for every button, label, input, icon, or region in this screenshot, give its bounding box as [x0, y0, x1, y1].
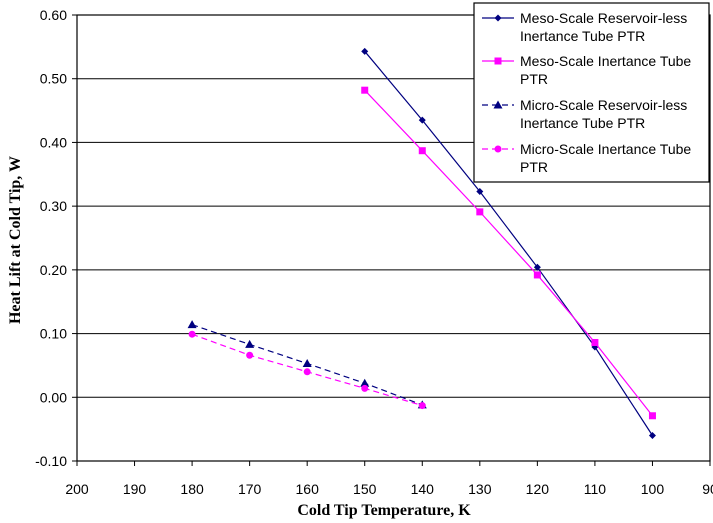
tick-labels: -0.10 0.00 0.10 0.20 0.30 0.40 0.50 0.60 200 190 1…: [35, 7, 713, 497]
legend-entry: Micro-Scale Reservoir-less Inertance Tube…: [482, 97, 687, 131]
data-point: [188, 330, 196, 338]
legend: Meso-Scale Reservoir-less Inertance Tube …: [473, 2, 710, 183]
data-point: [533, 263, 541, 271]
data-point: [302, 359, 312, 368]
data-point: [187, 320, 197, 329]
legend-label: Inertance Tube PTR: [520, 28, 645, 44]
legend-marker: [494, 57, 502, 65]
legend-label: Meso-Scale Inertance Tube: [520, 53, 691, 69]
legend-entry: Meso-Scale Inertance Tube PTR: [482, 53, 691, 87]
data-point: [360, 378, 370, 387]
x-tick-label: 200: [65, 481, 89, 497]
gridlines: [77, 78, 710, 398]
x-axis-title: Cold Tip Temperature, K: [297, 502, 471, 519]
data-point: [476, 208, 484, 216]
plot-frame: [76, 14, 711, 462]
legend-label: Inertance Tube PTR: [520, 115, 645, 131]
data-point: [361, 384, 369, 392]
data-point: [246, 351, 254, 359]
series-3: [188, 330, 426, 410]
y-tick-label: 0.30: [40, 198, 67, 214]
legend-entry: Meso-Scale Reservoir-less Inertance Tube …: [482, 10, 687, 44]
x-tick-label: 190: [123, 481, 147, 497]
x-tick-label: 110: [584, 481, 607, 497]
legend-marker: [494, 145, 502, 153]
x-tick-label: 180: [180, 481, 204, 497]
data-point: [476, 187, 484, 195]
series-1: [361, 86, 656, 420]
data-point: [361, 47, 369, 55]
x-tick-label: 130: [468, 481, 492, 497]
data-point: [648, 432, 656, 440]
series-0: [361, 47, 656, 440]
x-tick-label: 100: [641, 481, 665, 497]
y-tick-label: 0.50: [40, 71, 67, 87]
legend-entry: Micro-Scale Inertance Tube PTR: [482, 141, 691, 175]
y-tick-label: 0.60: [40, 7, 67, 23]
legend-label: Micro-Scale Reservoir-less: [520, 97, 687, 113]
y-axis-title: Heat Lift at Cold Tip, W: [7, 156, 24, 324]
y-tick-label: 0.20: [40, 262, 67, 278]
data-point: [418, 402, 426, 410]
data-point: [418, 147, 426, 155]
data-point: [418, 116, 426, 124]
x-tick-label: 170: [238, 481, 262, 497]
x-tick-label: 140: [411, 481, 435, 497]
legend-label: PTR: [520, 71, 548, 87]
series-line: [364, 50, 653, 436]
x-tick-label: 90: [702, 481, 713, 497]
plot-area: [72, 14, 711, 466]
y-tick-label: 0.40: [40, 134, 67, 150]
y-tick-label: 0.10: [40, 326, 67, 342]
legend-label: PTR: [520, 159, 548, 175]
y-tick-label: 0.00: [40, 389, 67, 405]
x-tick-label: 120: [526, 481, 550, 497]
legend-box: [473, 2, 710, 183]
x-tick-label: 160: [296, 481, 320, 497]
legend-label: Meso-Scale Reservoir-less: [520, 10, 687, 26]
data-point: [361, 86, 369, 94]
y-tick-label: -0.10: [35, 453, 67, 469]
series-layer: [187, 47, 656, 440]
data-point: [591, 338, 599, 346]
data-point: [245, 339, 255, 348]
data-point: [533, 271, 541, 279]
series-line: [364, 89, 653, 417]
x-tick-label: 150: [353, 481, 377, 497]
data-point: [648, 412, 656, 420]
legend-label: Micro-Scale Inertance Tube: [520, 141, 691, 157]
data-point: [303, 368, 311, 376]
legend-marker: [494, 14, 502, 22]
legend-marker: [493, 100, 503, 109]
